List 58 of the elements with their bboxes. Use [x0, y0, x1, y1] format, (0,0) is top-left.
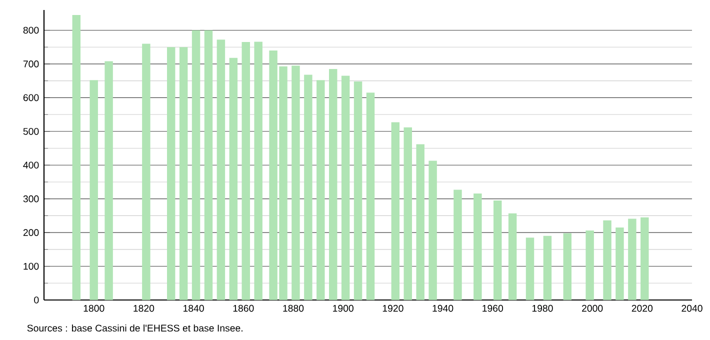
- bar: [508, 213, 517, 300]
- bar: [428, 160, 437, 300]
- x-tick-label: 2000: [582, 304, 603, 312]
- bar: [216, 40, 226, 300]
- bar: [563, 233, 572, 300]
- bar: [354, 81, 362, 300]
- bar: [526, 238, 534, 300]
- bar: [404, 127, 412, 300]
- bar: [616, 228, 624, 300]
- x-tick-label: 1840: [184, 304, 204, 312]
- y-tick-label: 200: [23, 229, 39, 236]
- bar: [316, 80, 325, 300]
- bar: [416, 144, 424, 300]
- bar: [341, 76, 350, 300]
- bar: [142, 44, 150, 300]
- y-tick-label: 600: [23, 94, 39, 102]
- y-tick-label: 500: [23, 128, 39, 135]
- bar: [167, 47, 176, 300]
- y-tick-label: 300: [23, 195, 39, 202]
- bar: [90, 80, 98, 300]
- bar: [304, 74, 312, 300]
- bar: [628, 218, 636, 300]
- bar: [586, 230, 594, 300]
- y-tick-label: 0: [34, 296, 39, 304]
- bar: [474, 193, 482, 300]
- x-tick-label: 2020: [632, 304, 653, 312]
- bar: [366, 92, 375, 300]
- bar: [292, 66, 300, 300]
- y-tick-label: 800: [23, 26, 39, 34]
- bar: [192, 30, 200, 300]
- y-tick-label: 400: [23, 162, 39, 169]
- source-note: Sources : base Cassini de l'EHESS et base Insee.: [27, 324, 242, 332]
- bar: [329, 69, 338, 300]
- x-tick-label: 1880: [283, 304, 304, 312]
- bar: [104, 61, 113, 300]
- x-tick-label: 1820: [134, 304, 154, 312]
- bar: [391, 122, 400, 300]
- bar: [72, 15, 81, 300]
- bar: [454, 190, 462, 300]
- x-tick-label: 1900: [333, 304, 354, 312]
- x-tick-label: 1940: [432, 304, 454, 312]
- bar: [204, 30, 213, 300]
- x-tick-label: 1800: [84, 304, 104, 312]
- bar: [179, 47, 188, 300]
- bar: [640, 217, 649, 300]
- bar: [493, 200, 502, 300]
- y-tick-label: 100: [24, 262, 39, 270]
- bar: [254, 42, 262, 300]
- x-tick-label: 2040: [682, 304, 702, 312]
- bar: [543, 236, 552, 300]
- x-tick-label: 1980: [532, 304, 553, 312]
- bar: [242, 42, 250, 300]
- bar: [603, 220, 612, 300]
- y-tick-label: 700: [23, 60, 39, 68]
- x-tick-label: 1860: [233, 304, 254, 312]
- x-tick-label: 1960: [482, 304, 504, 312]
- bar: [229, 58, 238, 300]
- x-tick-label: 1920: [382, 304, 404, 312]
